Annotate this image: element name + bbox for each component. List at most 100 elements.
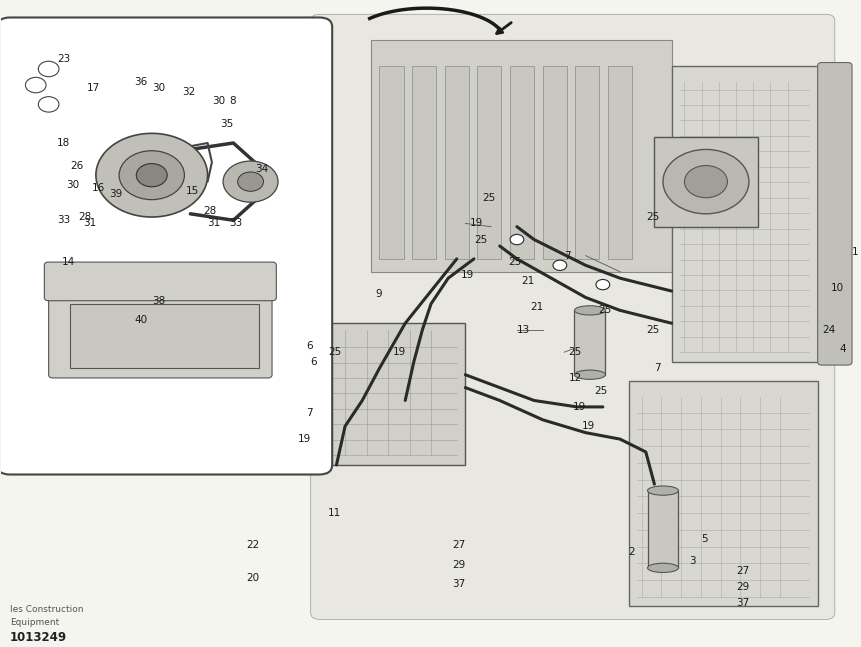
- Text: 19: 19: [580, 421, 594, 432]
- Circle shape: [96, 133, 208, 217]
- Text: 25: 25: [474, 235, 486, 245]
- Text: 2: 2: [628, 547, 635, 557]
- Text: 25: 25: [567, 347, 581, 357]
- Circle shape: [662, 149, 748, 214]
- Text: 34: 34: [255, 164, 268, 174]
- Ellipse shape: [573, 306, 604, 315]
- Text: 22: 22: [246, 540, 259, 551]
- Text: 31: 31: [83, 219, 96, 228]
- Text: 4: 4: [838, 344, 845, 354]
- FancyBboxPatch shape: [44, 262, 276, 301]
- Circle shape: [105, 76, 121, 87]
- Text: 29: 29: [452, 560, 465, 569]
- Text: 7: 7: [653, 364, 660, 373]
- Text: 5: 5: [701, 534, 708, 544]
- Text: 9: 9: [375, 289, 381, 300]
- FancyBboxPatch shape: [310, 14, 833, 619]
- Circle shape: [71, 217, 86, 229]
- Text: 20: 20: [246, 573, 259, 582]
- Bar: [379, 66, 403, 259]
- Text: 16: 16: [91, 183, 105, 193]
- Text: 7: 7: [306, 408, 313, 419]
- Ellipse shape: [647, 486, 678, 495]
- Circle shape: [213, 115, 228, 126]
- Text: les Construction: les Construction: [10, 605, 84, 614]
- Circle shape: [38, 96, 59, 112]
- Text: 32: 32: [182, 87, 195, 96]
- Bar: [653, 137, 757, 226]
- Bar: [412, 66, 436, 259]
- Text: 1: 1: [851, 247, 858, 258]
- Text: 19: 19: [572, 402, 585, 412]
- Bar: [574, 66, 598, 259]
- Circle shape: [144, 289, 159, 300]
- Circle shape: [71, 179, 86, 191]
- Text: 11: 11: [327, 508, 341, 518]
- Text: 1013249: 1013249: [10, 631, 67, 644]
- Bar: [607, 66, 631, 259]
- Bar: [542, 66, 566, 259]
- Bar: [70, 304, 259, 368]
- Bar: [444, 66, 468, 259]
- Circle shape: [119, 151, 184, 200]
- Circle shape: [84, 166, 99, 178]
- Text: 25: 25: [482, 193, 495, 203]
- Circle shape: [71, 134, 86, 146]
- Text: 21: 21: [521, 276, 534, 287]
- Circle shape: [26, 78, 46, 93]
- Circle shape: [238, 172, 263, 192]
- Circle shape: [195, 205, 211, 216]
- Text: 38: 38: [152, 296, 164, 306]
- Text: 6: 6: [310, 357, 317, 367]
- Text: 14: 14: [61, 257, 75, 267]
- Text: 28: 28: [78, 212, 92, 222]
- Circle shape: [131, 308, 146, 320]
- Circle shape: [223, 161, 278, 203]
- Circle shape: [38, 61, 59, 77]
- Bar: [647, 490, 678, 568]
- Text: 30: 30: [65, 180, 79, 190]
- Ellipse shape: [647, 563, 678, 573]
- Text: 10: 10: [830, 283, 843, 293]
- Text: 15: 15: [186, 186, 199, 196]
- Bar: [310, 324, 465, 465]
- FancyBboxPatch shape: [0, 17, 331, 474]
- Circle shape: [58, 63, 73, 75]
- Text: 37: 37: [452, 579, 465, 589]
- Bar: [628, 381, 817, 606]
- Text: 23: 23: [57, 54, 71, 64]
- Text: 13: 13: [517, 325, 530, 334]
- Text: 25: 25: [508, 257, 521, 267]
- Text: 35: 35: [220, 118, 233, 129]
- Text: 12: 12: [567, 373, 581, 383]
- Circle shape: [553, 260, 566, 270]
- Text: 37: 37: [735, 598, 748, 608]
- Text: 25: 25: [593, 386, 607, 396]
- Text: 25: 25: [645, 325, 659, 334]
- Text: 28: 28: [203, 206, 216, 215]
- Circle shape: [208, 217, 224, 229]
- Text: Equipment: Equipment: [10, 618, 59, 627]
- Circle shape: [195, 83, 211, 94]
- Text: 24: 24: [821, 325, 834, 334]
- Text: 25: 25: [327, 347, 341, 357]
- Text: 19: 19: [392, 347, 406, 357]
- Text: 33: 33: [229, 219, 242, 228]
- Text: 33: 33: [57, 215, 71, 225]
- Bar: [510, 66, 534, 259]
- Ellipse shape: [573, 370, 604, 379]
- Text: 27: 27: [452, 540, 465, 551]
- Bar: [573, 311, 604, 375]
- Text: 26: 26: [70, 160, 84, 171]
- Bar: [370, 40, 671, 272]
- Text: 3: 3: [688, 556, 695, 566]
- Text: 19: 19: [297, 434, 311, 444]
- Bar: [477, 66, 501, 259]
- Text: 27: 27: [735, 566, 748, 576]
- FancyBboxPatch shape: [48, 294, 272, 378]
- Text: 25: 25: [598, 305, 611, 315]
- Circle shape: [595, 280, 609, 290]
- Text: 6: 6: [306, 341, 313, 351]
- Text: 40: 40: [134, 315, 147, 325]
- Text: 21: 21: [530, 302, 542, 312]
